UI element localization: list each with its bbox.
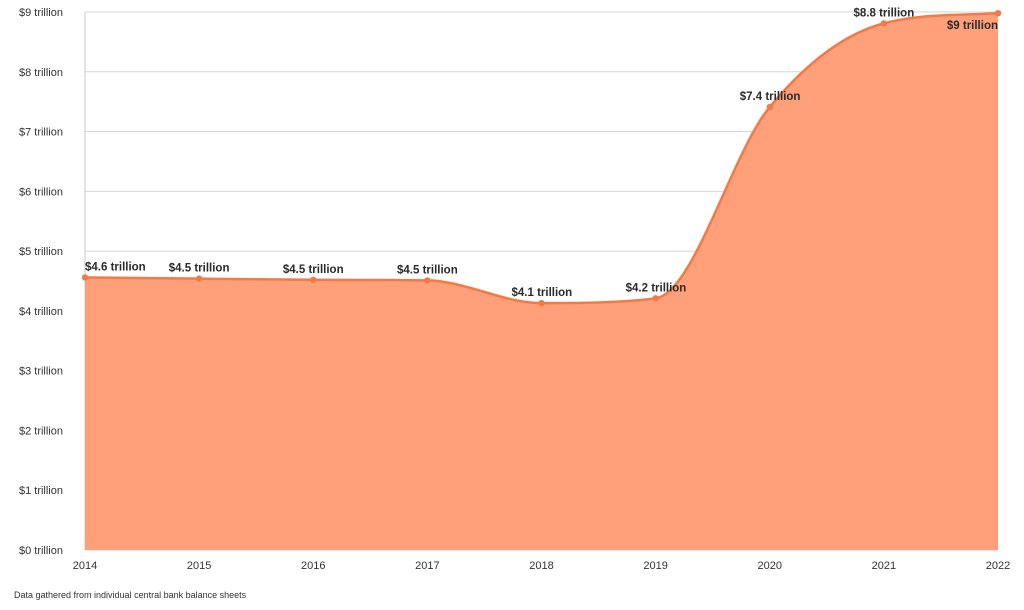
data-label: $9 trillion <box>947 20 998 32</box>
data-point <box>880 20 888 27</box>
y-tick-label: $2 trillion <box>19 425 63 437</box>
area-fill <box>85 13 998 550</box>
data-point <box>424 277 431 284</box>
data-label: $4.6 trillion <box>85 261 146 273</box>
data-point <box>310 276 317 284</box>
data-point <box>652 295 659 302</box>
x-tick-label: 2014 <box>73 560 97 572</box>
source-note: Data gathered from individual central ba… <box>14 590 247 600</box>
y-tick-label: $1 trillion <box>19 485 63 497</box>
data-label: $4.5 trillion <box>397 264 458 276</box>
data-labels: $4.6 trillion $4.5 trillion $4.5 trillion $… <box>85 7 998 299</box>
data-point <box>81 274 89 281</box>
data-point <box>538 299 545 307</box>
data-label: $8.8 trillion <box>854 7 915 19</box>
data-label: $7.4 trillion <box>740 91 801 103</box>
x-tick-label: 2021 <box>872 560 896 572</box>
data-label: $4.2 trillion <box>626 282 687 294</box>
x-axis: 2014 2015 2016 2017 2018 2019 2020 2021 2022 <box>73 560 1010 572</box>
x-tick-label: 2022 <box>986 560 1010 572</box>
series-line <box>84 11 999 305</box>
x-tick-label: 2016 <box>301 560 325 572</box>
y-tick-label: $3 trillion <box>19 366 63 378</box>
y-tick-label: $6 trillion <box>19 186 63 198</box>
x-tick-label: 2015 <box>187 560 211 572</box>
data-point <box>994 9 1002 17</box>
y-tick-label: $5 trillion <box>19 246 63 258</box>
x-tick-label: 2018 <box>529 560 553 572</box>
y-axis: $0 trillion $1 trillion $2 trillion $3 tril… <box>19 7 86 557</box>
data-label: $4.5 trillion <box>169 263 230 275</box>
x-tick-label: 2020 <box>758 560 782 572</box>
data-point <box>766 103 773 111</box>
data-points <box>81 9 1002 307</box>
x-tick-label: 2019 <box>643 560 667 572</box>
data-label: $4.1 trillion <box>512 287 573 299</box>
y-tick-label: $0 trillion <box>19 545 63 557</box>
y-tick-label: $4 trillion <box>19 306 63 318</box>
data-label: $4.5 trillion <box>283 264 344 276</box>
y-tick-label: $7 trillion <box>19 127 63 139</box>
data-point <box>195 275 203 282</box>
x-tick-label: 2017 <box>415 560 439 572</box>
y-tick-label: $9 trillion <box>19 7 63 19</box>
y-tick-label: $8 trillion <box>19 67 63 79</box>
